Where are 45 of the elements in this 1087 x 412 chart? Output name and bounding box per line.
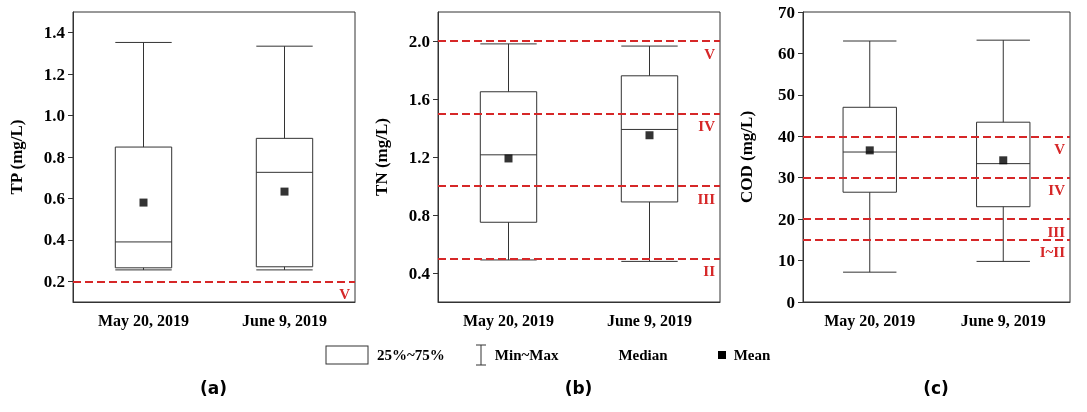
y-axis-title: TN (mg/L) — [372, 118, 391, 196]
y-tick-label: 1.4 — [43, 23, 66, 43]
text: (c) — [923, 378, 949, 398]
ref-line-label: III — [697, 190, 716, 207]
ref-line-label: I~II — [1039, 244, 1066, 261]
x-tick-label: May 20, 2019 — [97, 311, 190, 330]
ref-line-label: V — [1054, 140, 1066, 157]
text: (a) — [199, 378, 228, 398]
y-tick-label: 2.0 — [408, 31, 430, 51]
y-tick-label: 10 — [778, 251, 795, 271]
x-tick-label: May 20, 2019 — [462, 311, 555, 330]
ref-line-label: II — [703, 263, 716, 279]
x-tick-label: June 9, 2019 — [960, 311, 1046, 329]
y-tick-label: 40 — [778, 126, 795, 146]
y-tick-label: 1.0 — [43, 106, 65, 126]
ref-line-label: IV — [1048, 182, 1066, 199]
ref-line-label: III — [1047, 223, 1066, 240]
text: 25%~75% — [377, 346, 445, 364]
y-tick-label: 0.8 — [408, 205, 430, 225]
y-tick-label: 0.8 — [43, 147, 65, 167]
y-tick-label: 30 — [778, 168, 795, 188]
y-axis-title: COD (mg/L) — [737, 110, 756, 204]
text: Min~Max — [494, 346, 559, 364]
y-axis-title: TP (mg/L) — [7, 119, 26, 195]
y-tick-label: 60 — [778, 43, 795, 63]
y-tick-label: 1.2 — [43, 64, 65, 84]
y-tick-label: 0.4 — [408, 263, 431, 283]
y-tick-label: 0.2 — [43, 271, 65, 291]
ref-line-label: V — [339, 285, 351, 302]
x-tick-label: June 9, 2019 — [607, 311, 692, 329]
x-tick-label: May 20, 2019 — [824, 311, 916, 330]
ref-line-label: V — [704, 45, 716, 62]
y-tick-label: 0.4 — [43, 230, 66, 250]
y-tick-label: 20 — [778, 209, 795, 229]
text: (b) — [564, 378, 593, 398]
y-tick-label: 0 — [786, 292, 795, 312]
y-tick-label: 0.6 — [43, 188, 65, 208]
ref-line-label: IV — [698, 118, 716, 134]
text: Median — [618, 346, 668, 364]
y-tick-label: 1.2 — [408, 147, 430, 167]
y-tick-label: 50 — [778, 85, 795, 105]
x-tick-label: June 9, 2019 — [242, 311, 327, 329]
text: Mean — [733, 346, 771, 364]
y-tick-label: 70 — [778, 2, 795, 22]
y-tick-label: 1.6 — [408, 89, 430, 109]
